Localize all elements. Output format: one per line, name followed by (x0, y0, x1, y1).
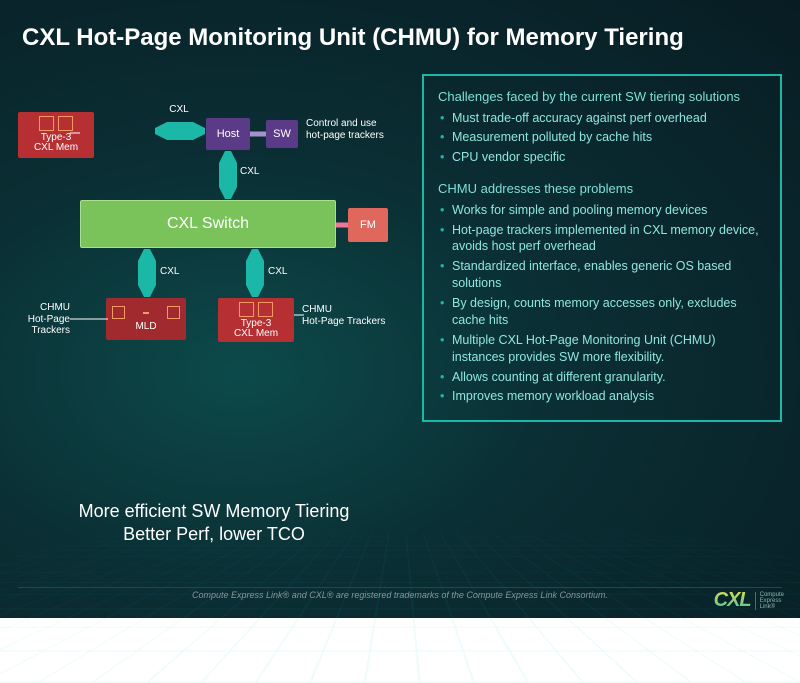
label-cxl-top: CXL (164, 104, 194, 116)
tagline: More efficient SW Memory Tiering Better … (18, 500, 410, 547)
node-mld: MLD (106, 298, 186, 340)
node-mld-label: MLD (135, 321, 156, 332)
connector-icon (143, 312, 149, 314)
panel-heading-challenges: Challenges faced by the current SW tieri… (438, 88, 766, 106)
tracker-square-icon (258, 302, 273, 317)
cxl-logo: CXL Compute Express Link® (714, 589, 784, 612)
tracker-square-icon (239, 302, 254, 317)
pointer-br (294, 312, 304, 318)
label-cxl-host-switch: CXL (240, 166, 259, 178)
connector-host-sw (250, 130, 266, 138)
tracker-square-icon (167, 306, 180, 319)
list-item: Allows counting at different granularity… (440, 369, 766, 386)
slide-title: CXL Hot-Page Monitoring Unit (CHMU) for … (22, 24, 782, 52)
tagline-line1: More efficient SW Memory Tiering (18, 500, 410, 523)
pointer-bl (70, 316, 108, 322)
node-sw: SW (266, 120, 298, 148)
tracker-square-icon (112, 306, 125, 319)
arrow-switch-mld (138, 249, 156, 297)
label-cxl-left: CXL (160, 266, 179, 278)
node-cxl-switch: CXL Switch (80, 200, 336, 248)
arrow-type3-host (155, 122, 205, 140)
node-type3-top: Type-3 CXL Mem (18, 112, 94, 158)
info-panel: Challenges faced by the current SW tieri… (422, 74, 782, 422)
node-fm: FM (348, 208, 388, 242)
list-item: Must trade-off accuracy against perf ove… (440, 110, 766, 127)
list-item: Standardized interface, enables generic … (440, 258, 766, 292)
challenges-list: Must trade-off accuracy against perf ove… (440, 110, 766, 167)
list-item: By design, counts memory accesses only, … (440, 295, 766, 329)
tagline-line2: Better Perf, lower TCO (18, 523, 410, 546)
label-cxl-right: CXL (268, 266, 287, 278)
node-type3-bottom-label: Type-3 CXL Mem (234, 319, 278, 339)
node-type3-bottom: Type-3 CXL Mem (218, 298, 294, 342)
footer-divider (18, 587, 782, 588)
logo-mark: CXL (714, 589, 751, 612)
list-item: Works for simple and pooling memory devi… (440, 202, 766, 219)
list-item: Multiple CXL Hot-Page Monitoring Unit (C… (440, 332, 766, 366)
label-chmu-trackers-bottom-left: CHMU Hot-Page Trackers (18, 302, 70, 337)
tracker-square-icon (58, 116, 73, 131)
addresses-list: Works for simple and pooling memory devi… (440, 202, 766, 406)
slide: CXL Hot-Page Monitoring Unit (CHMU) for … (0, 0, 800, 618)
label-control-use: Control and use hot-page trackers (306, 118, 406, 141)
node-host: Host (206, 118, 250, 150)
logo-subtext: Compute Express Link® (755, 592, 784, 610)
arrow-host-switch (219, 151, 237, 199)
arrow-switch-type3b (246, 249, 264, 297)
list-item: Hot-page trackers implemented in CXL mem… (440, 222, 766, 256)
list-item: Improves memory workload analysis (440, 388, 766, 405)
pointer-tl (70, 130, 80, 136)
architecture-diagram: CHMU Hot-Page Trackers Type-3 CXL Mem CX… (18, 94, 408, 424)
label-chmu-trackers-bottom-right: CHMU Hot-Page Trackers (302, 304, 402, 327)
disclaimer-text: Compute Express Link® and CXL® are regis… (0, 590, 800, 600)
panel-heading-addresses: CHMU addresses these problems (438, 180, 766, 198)
list-item: CPU vendor specific (440, 149, 766, 166)
tracker-square-icon (39, 116, 54, 131)
list-item: Measurement polluted by cache hits (440, 129, 766, 146)
connector-switch-fm (336, 221, 348, 229)
